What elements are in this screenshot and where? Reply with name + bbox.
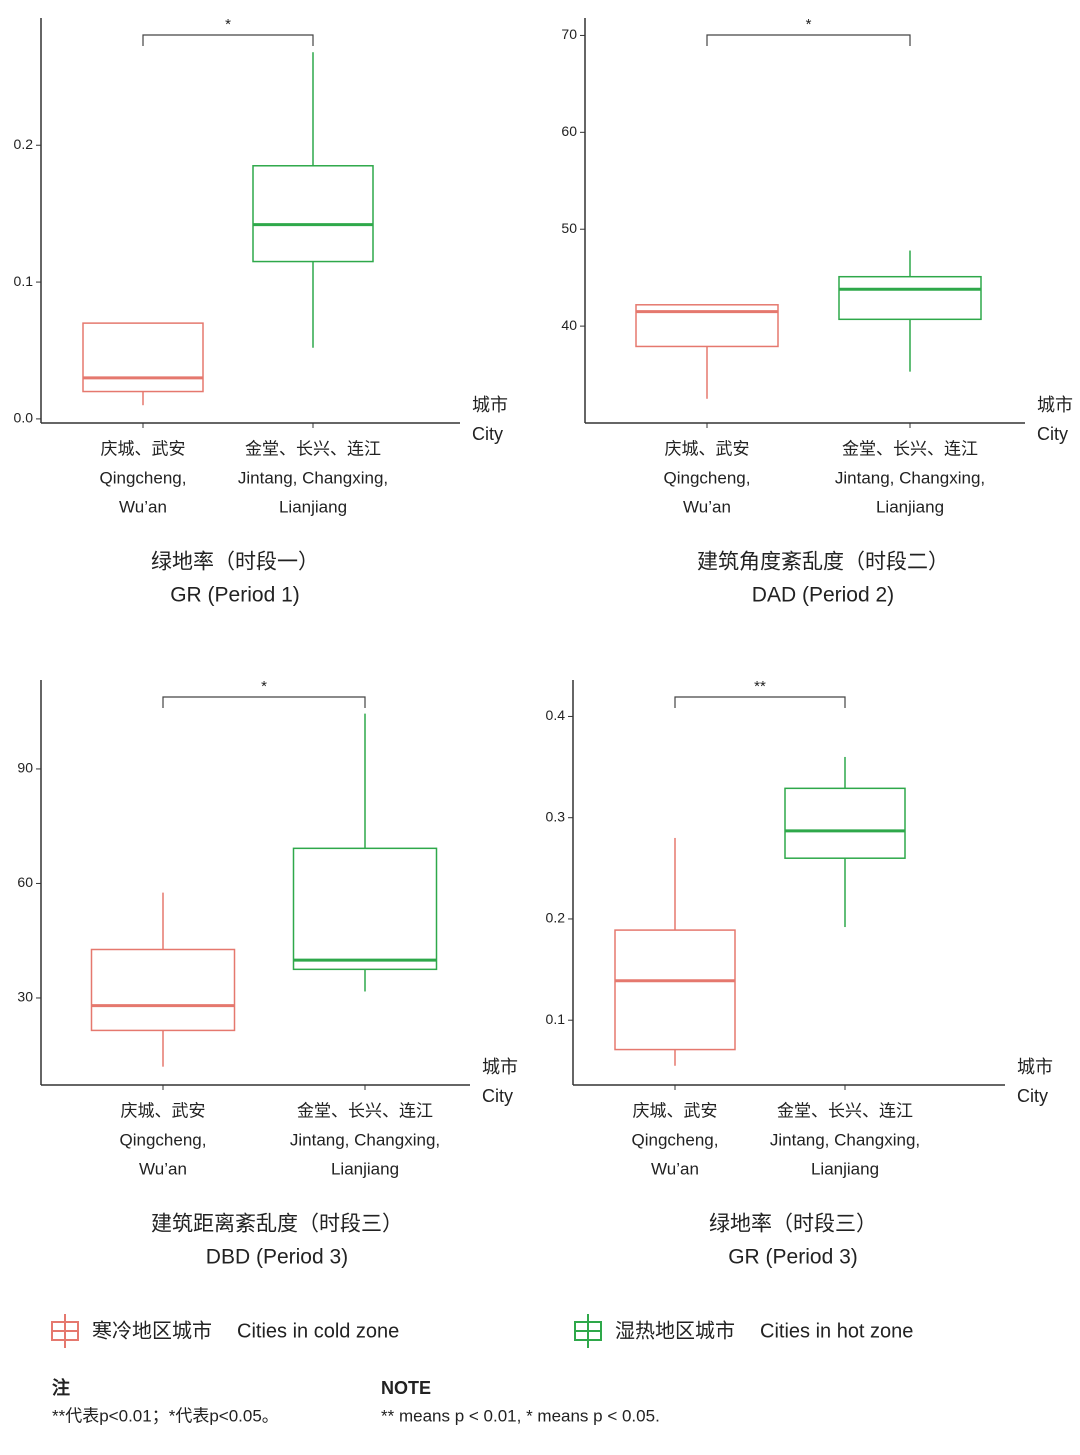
x-axis-label: 城市: [472, 395, 508, 415]
significance-bracket: [162, 696, 366, 708]
x-tick-label: Lianjiang: [811, 1159, 879, 1178]
y-tick-label: 60: [17, 874, 33, 890]
y-tick-label: 0.1: [546, 1011, 566, 1027]
x-tick-label: Wu’an: [651, 1159, 699, 1178]
y-tick-label: 0.0: [14, 410, 34, 426]
x-axis-label: City: [482, 1086, 513, 1106]
x-tick-label: Qingcheng,: [664, 468, 751, 487]
significance-bracket: [706, 34, 911, 46]
y-tick-label: 60: [561, 123, 577, 139]
note-heading: 注: [52, 1377, 70, 1398]
box: [635, 304, 779, 348]
chart-title: 绿地率（时段三）: [709, 1213, 877, 1236]
x-tick-label: Qingcheng,: [120, 1130, 207, 1149]
chart-title: 绿地率（时段一）: [151, 551, 319, 574]
y-tick-label: 40: [561, 317, 577, 333]
note-heading: NOTE: [381, 1378, 431, 1398]
chart-subtitle: GR (Period 1): [170, 584, 300, 607]
x-tick-label: Lianjiang: [876, 497, 944, 516]
x-tick-label: Jintang, Changxing,: [238, 468, 388, 487]
significance: *: [261, 678, 267, 695]
y-tick-label: 50: [561, 220, 577, 236]
y-tick-label: 0.4: [546, 707, 566, 723]
chart-subtitle: DBD (Period 3): [206, 1246, 348, 1269]
x-tick-label: 金堂、长兴、连江: [777, 1101, 913, 1120]
x-tick-label: Wu’an: [119, 497, 167, 516]
y-tick-label: 30: [17, 989, 33, 1005]
x-tick-label: Jintang, Changxing,: [290, 1130, 440, 1149]
x-axis-label: City: [1037, 424, 1068, 444]
x-axis-label: 城市: [1017, 1057, 1053, 1077]
legend-label: 寒冷地区城市: [92, 1319, 212, 1342]
y-tick-label: 70: [561, 26, 577, 42]
box: [614, 929, 736, 1051]
note-text: ** means p < 0.01, * means p < 0.05.: [381, 1406, 660, 1425]
note-text: **代表p<0.01；*代表p<0.05。: [52, 1406, 279, 1425]
box: [82, 322, 204, 393]
x-axis-label: City: [1017, 1086, 1048, 1106]
chart-title: 建筑角度紊乱度（时段二）: [697, 551, 949, 574]
x-tick-label: Jintang, Changxing,: [835, 468, 985, 487]
box: [292, 847, 438, 971]
x-tick-label: Lianjiang: [279, 497, 347, 516]
y-tick-label: 0.3: [546, 808, 566, 824]
x-tick-label: 金堂、长兴、连江: [245, 439, 381, 458]
legend-label: Cities in hot zone: [760, 1320, 913, 1342]
x-tick-label: 金堂、长兴、连江: [842, 439, 978, 458]
significance: **: [754, 678, 766, 695]
significance-bracket: [142, 34, 314, 46]
x-tick-label: Qingcheng,: [632, 1130, 719, 1149]
y-tick-label: 0.2: [546, 910, 566, 926]
x-tick-label: 庆城、武安: [665, 439, 750, 458]
x-tick-label: 庆城、武安: [101, 439, 186, 458]
box: [784, 787, 906, 859]
chart-title: 建筑距离紊乱度（时段三）: [151, 1213, 403, 1236]
x-tick-label: 庆城、武安: [633, 1101, 718, 1120]
x-axis-label: City: [472, 424, 503, 444]
x-tick-label: Wu’an: [139, 1159, 187, 1178]
x-tick-label: Wu’an: [683, 497, 731, 516]
significance: *: [806, 16, 812, 33]
x-tick-label: Lianjiang: [331, 1159, 399, 1178]
significance-bracket: [674, 696, 846, 708]
chart-subtitle: DAD (Period 2): [752, 584, 894, 607]
box: [252, 165, 374, 263]
legend-label: Cities in cold zone: [237, 1320, 399, 1342]
x-tick-label: Jintang, Changxing,: [770, 1130, 920, 1149]
y-tick-label: 0.1: [14, 273, 34, 289]
x-axis-label: 城市: [482, 1057, 518, 1077]
x-tick-label: Qingcheng,: [100, 468, 187, 487]
x-tick-label: 庆城、武安: [121, 1101, 206, 1120]
legend-label: 湿热地区城市: [615, 1319, 735, 1342]
chart-subtitle: GR (Period 3): [728, 1246, 858, 1269]
x-axis-label: 城市: [1037, 395, 1073, 415]
box: [838, 275, 982, 321]
y-tick-label: 90: [17, 760, 33, 776]
x-tick-label: 金堂、长兴、连江: [297, 1101, 433, 1120]
significance: *: [225, 16, 231, 33]
box: [90, 948, 236, 1032]
y-tick-label: 0.2: [14, 136, 34, 152]
